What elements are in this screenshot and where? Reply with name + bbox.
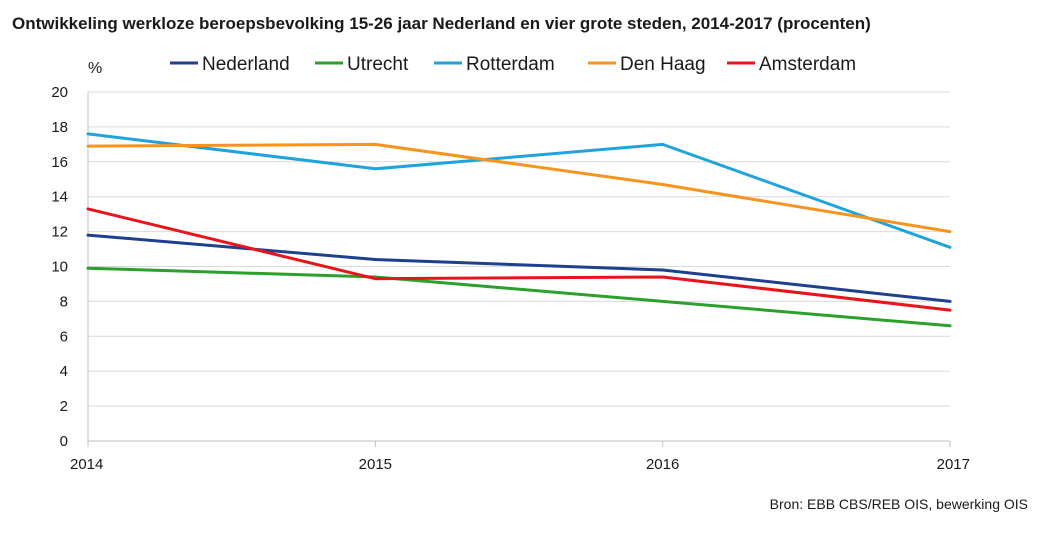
series-line-amsterdam <box>86 207 952 312</box>
y-tick-label: 16 <box>51 154 68 171</box>
y-axis-unit: % <box>88 60 102 77</box>
chart-title: Ontwikkeling werkloze beroepsbevolking 1… <box>12 14 871 33</box>
y-tick-label: 18 <box>51 119 68 136</box>
y-tick-label: 12 <box>51 224 68 241</box>
series-line-den-haag <box>86 142 952 234</box>
series-line-rotterdam <box>86 132 952 249</box>
legend-label: Den Haag <box>620 54 706 75</box>
y-tick-label: 4 <box>60 363 68 380</box>
legend-label: Nederland <box>202 54 290 75</box>
legend-label: Utrecht <box>347 54 409 75</box>
series-line-nederland <box>86 233 952 303</box>
legend-label: Amsterdam <box>759 54 856 75</box>
x-tick-label: 2015 <box>359 456 392 473</box>
y-tick-label: 14 <box>51 189 68 206</box>
x-tick-label: 2017 <box>937 456 970 473</box>
legend: Nederland Utrecht Rotterdam Den Haag Amsterd… <box>170 54 856 75</box>
source-note: Bron: EBB CBS/REB OIS, bewerking OIS <box>769 496 1028 512</box>
axes <box>87 92 951 447</box>
x-tick-labels: 2014 2015 2016 2017 <box>70 456 970 473</box>
gridlines <box>88 91 950 407</box>
y-tick-label: 6 <box>60 328 68 345</box>
y-tick-label: 2 <box>60 398 68 415</box>
y-tick-label: 8 <box>60 293 68 310</box>
series-line-utrecht <box>86 266 952 328</box>
y-tick-label: 10 <box>51 259 68 276</box>
y-tick-label: 0 <box>60 433 68 450</box>
x-tick-label: 2016 <box>646 456 679 473</box>
y-tick-label: 20 <box>51 84 68 101</box>
x-tick-label: 2014 <box>70 456 103 473</box>
y-tick-labels: 0 2 4 6 8 10 12 14 16 18 20 <box>51 84 68 450</box>
legend-label: Rotterdam <box>466 54 555 75</box>
series-lines <box>86 132 952 328</box>
